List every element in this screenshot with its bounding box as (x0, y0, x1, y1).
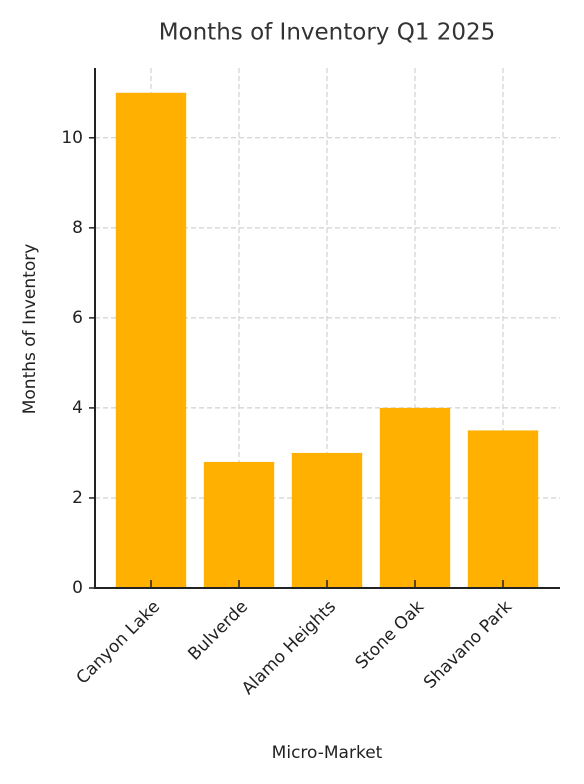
y-tick-label: 6 (72, 308, 83, 328)
x-tick-label: Shavano Park (420, 597, 516, 693)
bar (379, 407, 451, 588)
x-tick-label: Bulverde (184, 597, 252, 665)
bar (467, 430, 539, 588)
x-tick-label: Stone Oak (352, 597, 429, 674)
chart-title: Months of Inventory Q1 2025 (159, 20, 496, 46)
x-axis-label: Micro-Market (272, 743, 383, 763)
y-tick-label: 8 (72, 218, 83, 238)
y-tick-label: 10 (61, 128, 83, 148)
x-tick-label: Alamo Heights (238, 597, 340, 699)
y-axis-label: Months of Inventory (20, 244, 40, 415)
y-tick-label: 2 (72, 488, 83, 508)
y-tick-label: 0 (72, 578, 83, 598)
y-tick-label: 4 (72, 398, 83, 418)
x-tick-label: Canyon Lake (73, 597, 164, 688)
bar (203, 461, 275, 588)
bar (115, 92, 187, 588)
bar (291, 452, 363, 588)
